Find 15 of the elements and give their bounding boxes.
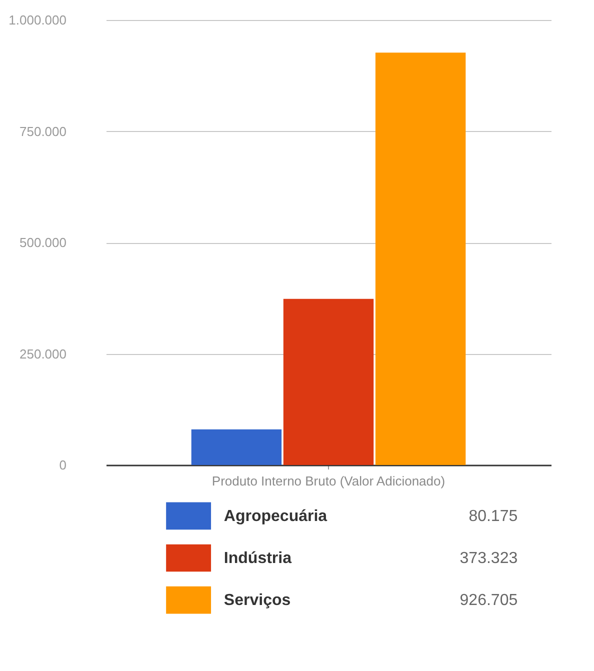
bar: [191, 429, 282, 465]
bar: [375, 52, 466, 465]
y-tick-label: 750.000: [20, 124, 66, 139]
y-tick-label: 250.000: [20, 346, 66, 362]
y-tick-label: 1.000.000: [8, 12, 66, 28]
text: 80.175: [468, 508, 518, 525]
y-tick-label: 500.000: [20, 235, 66, 250]
text: 373.323: [460, 550, 518, 567]
bar: [283, 298, 374, 465]
x-tick-label: Produto Interno Bruto (Valor Adicionado): [212, 474, 446, 488]
text: 926.705: [460, 592, 518, 610]
y-tick-label: 0: [59, 458, 66, 472]
legend-label: Indústria: [224, 550, 292, 567]
legend-label: Agropecuária: [224, 508, 328, 525]
legend-label: Serviços: [224, 592, 291, 610]
